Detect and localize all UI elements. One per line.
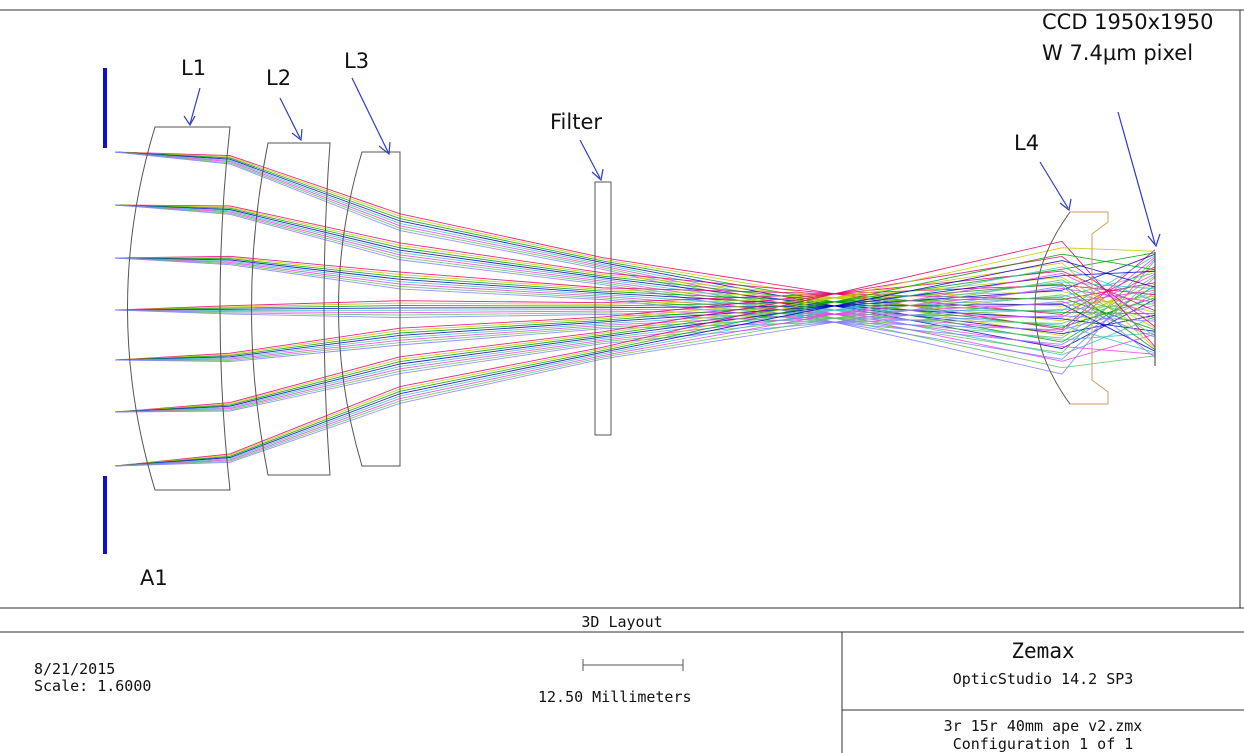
ray-path xyxy=(114,255,1156,312)
ray-path xyxy=(114,151,1156,356)
ray-path xyxy=(114,204,1156,315)
ray-path xyxy=(114,151,1156,375)
ray-path xyxy=(114,257,1156,345)
ray-path xyxy=(114,315,1156,363)
ray-path xyxy=(114,257,1156,332)
ray-path xyxy=(114,272,1156,467)
label-filter: Filter xyxy=(550,110,603,134)
ray-path xyxy=(114,240,1156,467)
ray-path xyxy=(114,288,1156,413)
filter-element xyxy=(594,181,612,436)
ray-path xyxy=(114,255,1156,301)
ray-path xyxy=(114,276,1156,361)
lens-L2 xyxy=(251,142,331,476)
ray-path xyxy=(114,285,1156,467)
ray-path xyxy=(114,281,1156,413)
ray-path xyxy=(114,270,1156,413)
ray-path xyxy=(114,204,1156,335)
footer-configuration: Configuration 1 of 1 xyxy=(952,735,1134,753)
footer-product: OpticStudio 14.2 SP3 xyxy=(952,670,1134,688)
ray-path xyxy=(114,253,1156,467)
label-L4: L4 xyxy=(1014,131,1040,155)
label-ccd-line2: W 7.4µm pixel xyxy=(1042,41,1194,65)
ray-path xyxy=(114,297,1156,331)
ray-path xyxy=(114,204,1156,322)
ray-path xyxy=(114,151,1156,330)
scale-bar-label: 12.50 Millimeters xyxy=(538,688,692,706)
ray-path xyxy=(114,257,1156,339)
ray-path xyxy=(114,279,1156,467)
label-L1: L1 xyxy=(181,56,207,80)
ray-path xyxy=(114,247,1156,467)
ray-path xyxy=(114,204,1156,354)
footer-brand: Zemax xyxy=(1011,639,1075,663)
footer-file: 3r 15r 40mm ape v2.zmx xyxy=(943,717,1143,735)
label-L2: L2 xyxy=(266,66,292,90)
ray-path xyxy=(114,151,1156,343)
scale-bar xyxy=(582,659,684,671)
ray-path xyxy=(114,151,1156,362)
ray-path xyxy=(114,272,1156,361)
ray-path xyxy=(114,252,1156,413)
label-A1: A1 xyxy=(140,566,168,590)
optical-layout-diagram xyxy=(0,9,1244,608)
ray-path xyxy=(114,291,1156,324)
footer-scale: Scale: 1.6000 xyxy=(34,677,152,695)
ray-path xyxy=(114,151,1156,349)
ray-path xyxy=(114,204,1156,355)
ray-path xyxy=(114,266,1156,467)
ray-path xyxy=(114,257,1156,307)
ray-path xyxy=(114,204,1156,328)
ray-path xyxy=(114,151,1156,337)
footer-date: 8/21/2015 xyxy=(34,660,116,678)
lens-L4-inner xyxy=(1034,211,1071,405)
ray-path xyxy=(114,294,1156,413)
ray-bundle xyxy=(114,151,1156,467)
ray-path xyxy=(114,303,1156,352)
lens-L3 xyxy=(338,151,401,467)
ray-path xyxy=(114,289,1156,361)
ray-path xyxy=(114,304,1156,331)
ray-path xyxy=(114,260,1156,467)
ray-path xyxy=(114,262,1156,413)
label-L3: L3 xyxy=(344,49,370,73)
ray-path xyxy=(114,283,1156,361)
ray-path xyxy=(114,204,1156,341)
ray-path xyxy=(114,256,1156,413)
ray-path xyxy=(114,253,1156,361)
footer-title: 3D Layout xyxy=(581,613,663,631)
ray-path xyxy=(114,256,1156,333)
label-ccd-line1: CCD 1950x1950 xyxy=(1042,10,1214,34)
annotation-arrows xyxy=(183,77,1161,248)
ray-path xyxy=(114,273,1156,318)
ray-path xyxy=(114,303,1156,361)
ray-path xyxy=(114,284,1156,311)
ray-path xyxy=(114,151,1156,369)
ray-path xyxy=(114,300,1156,413)
ray-path xyxy=(114,257,1156,315)
ray-path xyxy=(114,257,1156,354)
lens-L4 xyxy=(1034,211,1109,405)
ray-path xyxy=(114,204,1156,360)
lens-L1 xyxy=(127,126,231,491)
